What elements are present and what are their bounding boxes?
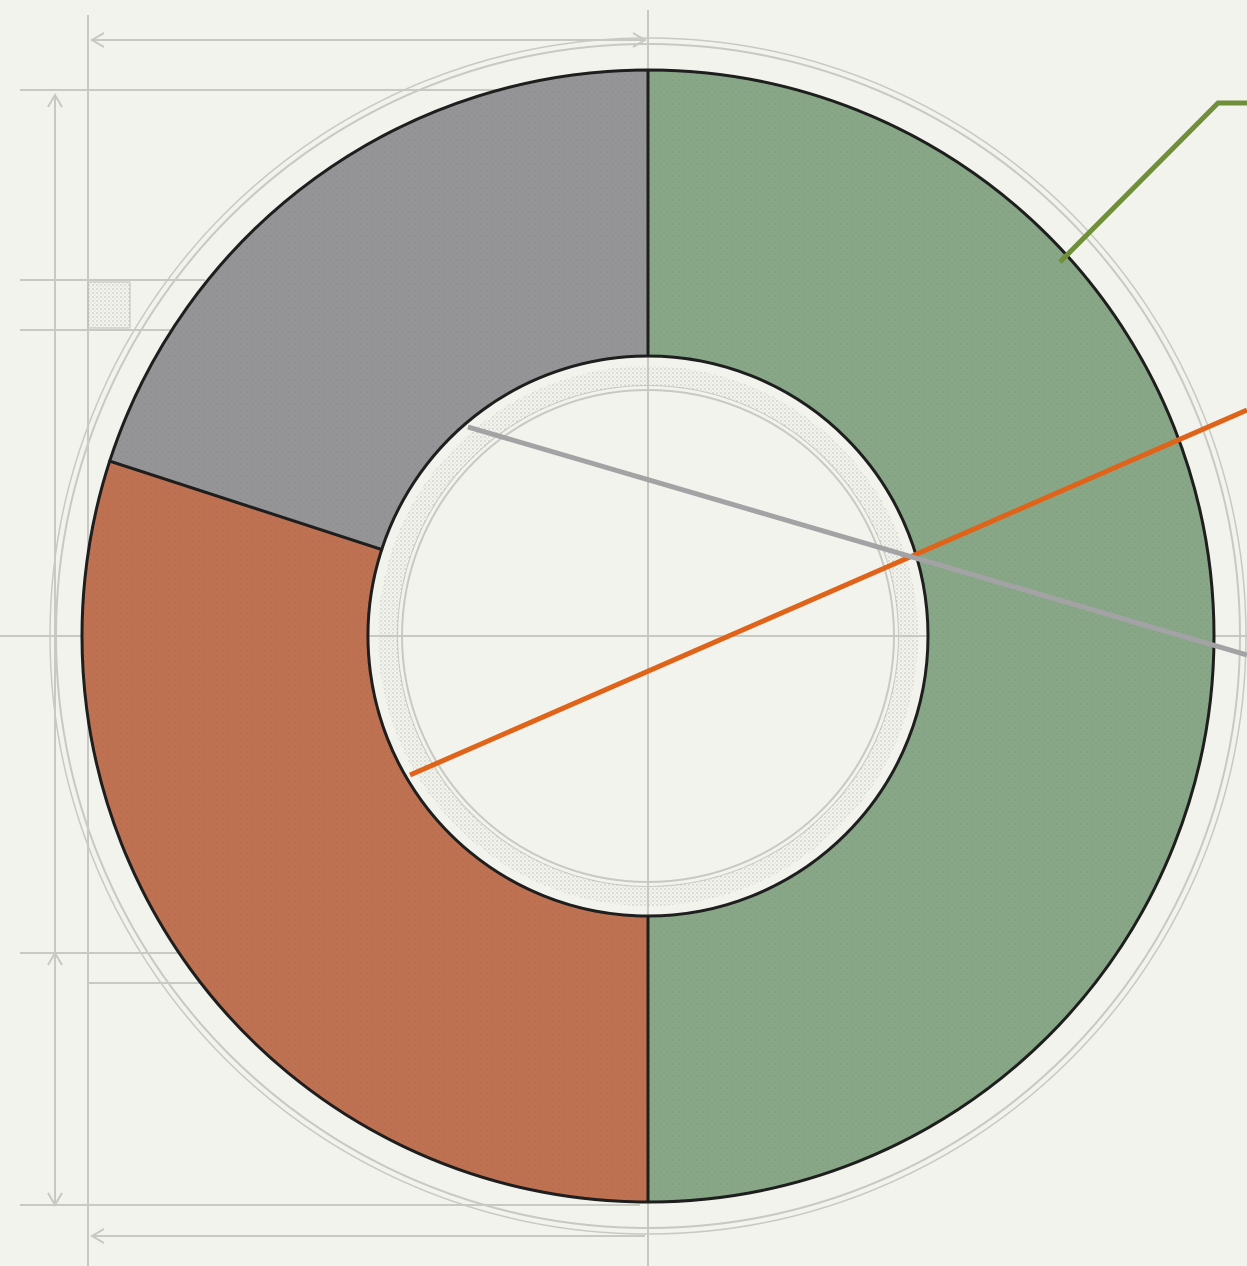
leader-line-gray <box>467 424 1247 658</box>
leader-lines <box>409 100 1247 778</box>
outer-guide-ring-2 <box>49 37 1247 1235</box>
donut-slice-texture-1 <box>648 70 1214 1202</box>
tick-marker-swatch <box>87 281 131 329</box>
donut-slice-texture-3 <box>109 70 648 550</box>
donut-slice-texture-2 <box>81 461 648 1202</box>
left-dimension-arrow-top <box>47 93 63 108</box>
bottom-dimension-arrow <box>90 1228 105 1244</box>
leader-line-orange <box>409 407 1247 778</box>
top-dimension-arrow-left <box>90 32 105 48</box>
donut-slices <box>80 68 1216 1204</box>
leader-line-green <box>1058 100 1247 264</box>
outer-guide-ring <box>55 43 1241 1229</box>
